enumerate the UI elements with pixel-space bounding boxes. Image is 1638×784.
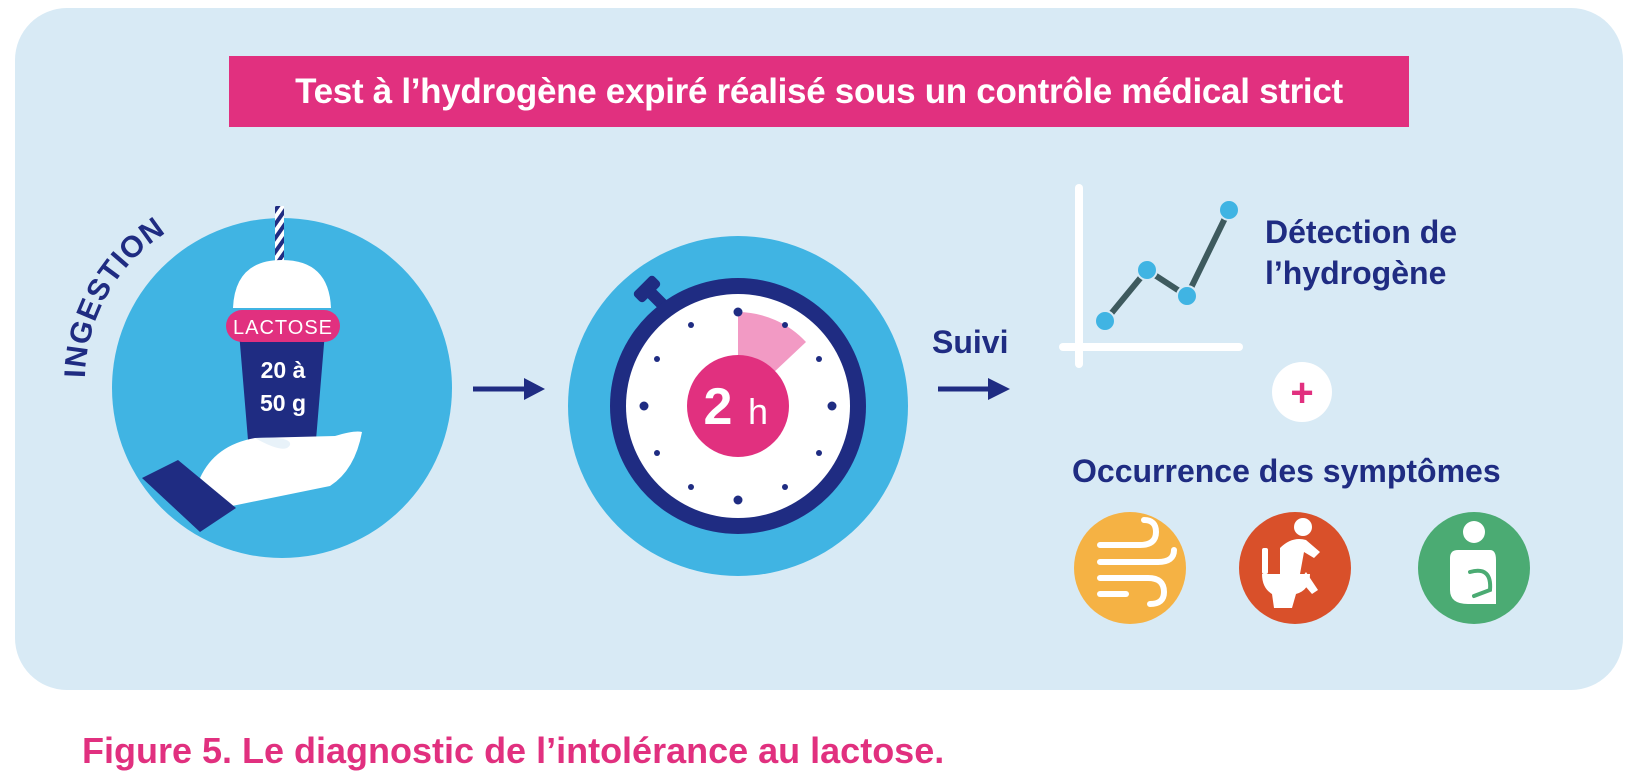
sleeve-icon (142, 460, 236, 532)
duration-badge (687, 355, 789, 457)
chart-point (1176, 285, 1198, 307)
plus-sign: + (1290, 371, 1313, 415)
dose-line-1: 20 à (261, 357, 306, 383)
duration-unit: h (748, 391, 768, 432)
hand-icon (142, 431, 362, 532)
lactose-badge (226, 310, 340, 342)
lactose-cup-icon: LACTOSE 20 à 50 g (226, 206, 340, 440)
dose-line-2: 50 g (260, 390, 306, 416)
cup-body-icon (238, 320, 326, 440)
chart-point (1094, 310, 1116, 332)
chart-point (1136, 259, 1158, 281)
arrow-2-icon (938, 378, 1010, 400)
gas-flatulence-icon (1074, 512, 1186, 624)
detection-title-line-1: Détection de (1265, 214, 1457, 250)
stopwatch-icon: 2 h (610, 275, 866, 534)
followup-label: Suivi (932, 324, 1008, 360)
ingestion-step: INGESTION LACTOSE 20 à 50 g (59, 206, 452, 558)
cup-lid-icon (233, 260, 331, 308)
figure-caption: Figure 5. Le diagnostic de l’intolérance… (82, 730, 945, 771)
timer-step: 2 h (568, 236, 908, 576)
detection-title-line-2: l’hydrogène (1265, 255, 1446, 291)
straw-icon (275, 206, 284, 268)
title-banner: Test à l’hydrogène expiré réalisé sous u… (229, 56, 1409, 127)
banner-title: Test à l’hydrogène expiré réalisé sous u… (295, 71, 1343, 111)
stomach-pain-icon (1418, 512, 1530, 624)
chart-line (1102, 208, 1232, 323)
toilet-diarrhea-icon (1239, 512, 1351, 624)
symptoms-title: Occurrence des symptômes (1072, 453, 1501, 489)
plus-badge (1272, 362, 1332, 422)
duration-value: 2 (704, 378, 733, 436)
arrow-1-icon (473, 378, 545, 400)
chart-point (1218, 199, 1240, 221)
hydrogen-detection-chart-icon (1059, 184, 1243, 368)
lactose-label: LACTOSE (233, 317, 333, 339)
